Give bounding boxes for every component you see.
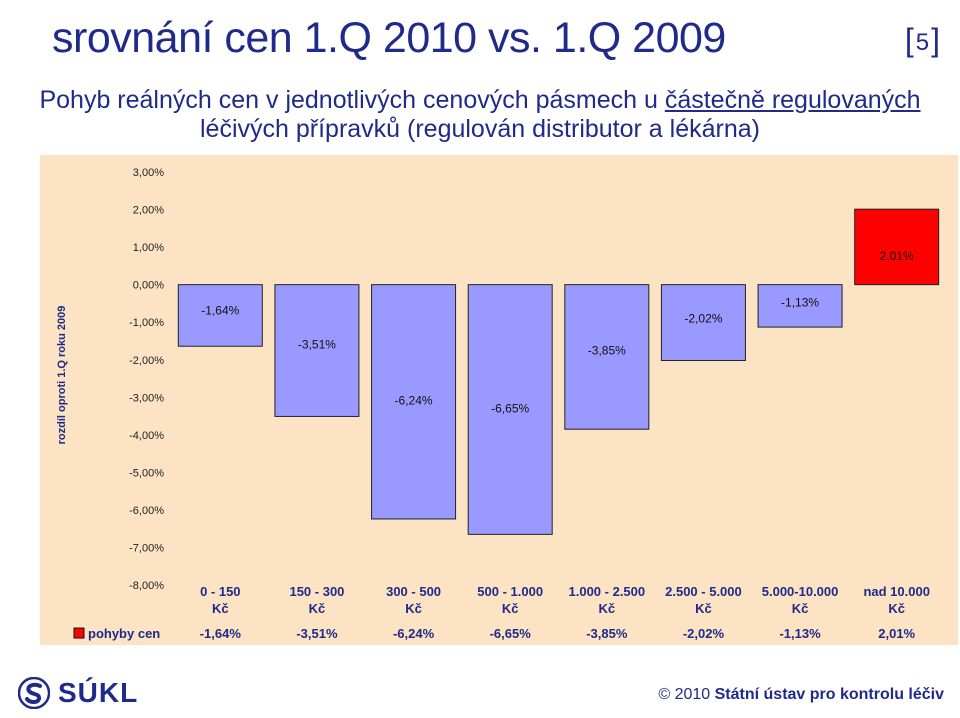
category-label: 1.000 - 2.500 [569,584,646,599]
subtitle-line-2: léčivých přípravků (regulován distributo… [200,115,760,143]
y-tick-label: -3,00% [129,392,164,404]
footer-copyright: © 2010 Státní ústav pro kontrolu léčiv [658,686,944,704]
table-value: -6,65% [490,626,532,641]
table-value: -2,02% [683,626,725,641]
category-label: 300 - 500 [386,584,441,599]
bar [371,284,457,520]
y-tick-label: 3,00% [133,167,164,179]
category-label: Kč [599,601,616,616]
bar-data-label: -6,65% [491,402,529,416]
bar [757,284,843,328]
copyright-organization: Státní ústav pro kontrolu léčiv [714,686,944,703]
copyright-year: © 2010 [658,686,711,703]
bar-data-label: -6,24% [395,394,433,408]
slide-title: srovnání cen 1.Q 2010 vs. 1.Q 2009 [52,14,726,62]
category-label: Kč [792,601,809,616]
category-label: 500 - 1.000 [477,584,543,599]
category-label: Kč [212,601,229,616]
y-tick-label: -8,00% [129,580,164,592]
category-label: Kč [502,601,519,616]
table-value: 2,01% [878,626,915,641]
category-label: 0 - 150 [200,584,240,599]
bar-data-label: -1,64% [201,304,239,318]
bar-data-label: -2,02% [684,312,722,326]
subtitle-line-1-underlined: částečně regulovaných [664,86,921,114]
y-tick-label: -2,00% [129,355,164,367]
category-label: 2.500 - 5.000 [665,584,742,599]
category-label: Kč [309,601,326,616]
page-number-value: 5 [915,28,930,56]
table-value: -3,51% [296,626,338,641]
bar [467,284,553,535]
slide-subtitle: Pohyb reálných cen v jednotlivých cenový… [0,86,960,144]
y-tick-label: 2,00% [133,205,164,217]
chart-panel: 3,00% 2,00% 1,00% 0,00% -1,00% -2,00% -3,00% -4… [40,155,958,645]
bar-data-label: -3,85% [588,344,626,358]
category-label: 150 - 300 [289,584,344,599]
y-tick-label: 1,00% [133,242,164,254]
category-label: Kč [888,601,905,616]
category-label: Kč [405,601,422,616]
legend-series-name: pohyby cen [88,626,160,641]
bar-chart: 3,00% 2,00% 1,00% 0,00% -1,00% -2,00% -3,00% -4… [56,167,940,641]
bar [854,208,940,286]
table-value: -6,24% [393,626,435,641]
y-tick-label: 0,00% [133,280,164,292]
bar-data-label: -1,13% [781,296,819,310]
legend-swatch [73,627,85,639]
y-tick-label: -5,00% [129,467,164,479]
table-value: -3,85% [586,626,628,641]
category-label: nad 10.000 [863,584,930,599]
bar [564,284,650,430]
y-tick-label: -6,00% [129,505,164,517]
bar [274,284,360,417]
bar [177,284,263,347]
bar [660,284,746,362]
subtitle-line-1: Pohyb reálných cen v jednotlivých cenový… [0,86,960,115]
sukl-logo: SÚKL [18,676,138,710]
logo-text: SÚKL [58,677,139,708]
table-value: -1,13% [779,626,821,641]
category-label: 5.000-10.000 [762,584,839,599]
sukl-logo-icon [18,677,50,709]
category-label: Kč [695,601,712,616]
bar-data-label: -3,51% [298,338,336,352]
bar-data-label: 2,01% [880,249,914,263]
y-axis-title: rozdíl oproti 1.Q roku 2009 [56,306,68,445]
y-tick-label: -1,00% [129,317,164,329]
y-tick-label: -7,00% [129,543,164,555]
table-value: -1,64% [200,626,242,641]
subtitle-line-1-text: Pohyb reálných cen v jednotlivých cenový… [39,86,665,114]
y-tick-label: -4,00% [129,430,164,442]
page-number: [5] [904,22,940,58]
